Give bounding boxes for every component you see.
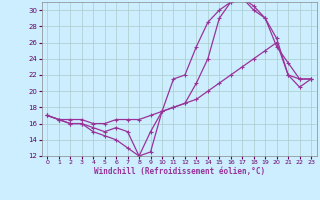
X-axis label: Windchill (Refroidissement éolien,°C): Windchill (Refroidissement éolien,°C) xyxy=(94,167,265,176)
